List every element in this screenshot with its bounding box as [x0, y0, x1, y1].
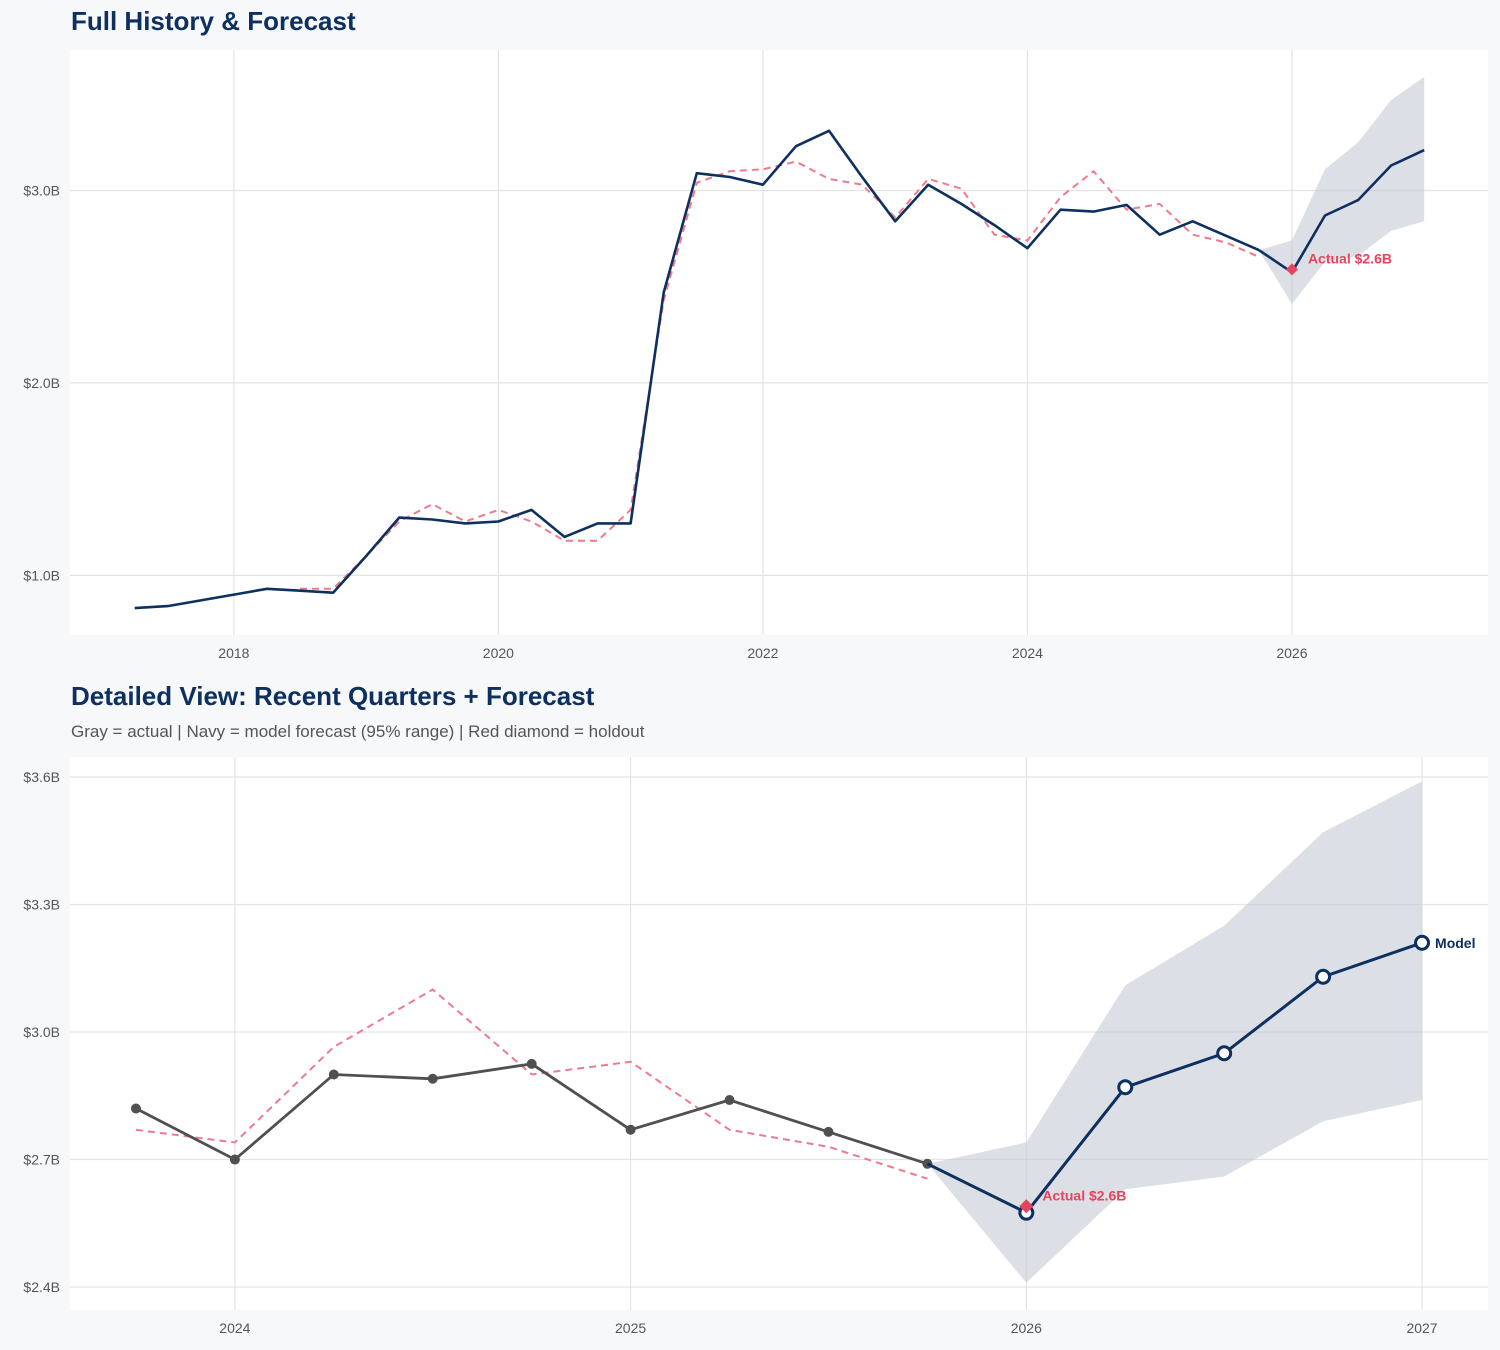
plot-area: [70, 50, 1488, 635]
y-tick-label: $3.3B: [23, 896, 60, 912]
forecast-95-band: [1258, 76, 1425, 305]
actual-point: [229, 1154, 240, 1165]
forecast-point: [1315, 968, 1332, 985]
actual-point: [922, 1158, 933, 1169]
actual-point: [328, 1069, 339, 1080]
forecast-line: [926, 941, 1423, 1215]
y-tick-label: $2.4B: [23, 1279, 60, 1295]
y-tick-label: $3.6B: [23, 769, 60, 785]
y-tick-label: $1.0B: [23, 567, 60, 583]
x-tick-label: 2024: [219, 1320, 250, 1336]
x-tick-label: 2022: [747, 645, 778, 661]
actual-point: [526, 1058, 537, 1069]
forecast-point: [1414, 934, 1431, 951]
y-tick-label: $2.0B: [23, 375, 60, 391]
x-tick-label: 2018: [218, 645, 249, 661]
panel-2-subtitle: Gray = actual | Navy = model forecast (9…: [71, 722, 645, 741]
actual-point: [625, 1124, 636, 1135]
panel-1-title: Full History & Forecast: [71, 6, 356, 36]
y-tick-label: $3.0B: [23, 182, 60, 198]
backtest-line: [135, 988, 928, 1180]
panel-2-title: Detailed View: Recent Quarters + Forecas…: [71, 681, 595, 711]
actual-point: [427, 1073, 438, 1084]
y-tick-label: $3.0B: [23, 1024, 60, 1040]
annotation-holdout: Actual $2.6B: [1042, 1187, 1126, 1203]
y-tick-label: $2.7B: [23, 1152, 60, 1168]
forecast-95-band: [927, 781, 1422, 1283]
x-tick-label: 2024: [1012, 645, 1043, 661]
panel-1: 2018 2020 2022 2024 2026 $1.0B $2.0B $3.0B Actua…: [23, 50, 1488, 661]
annotation-forecast-end: Model: [1435, 935, 1475, 951]
x-tick-label: 2026: [1276, 645, 1307, 661]
actual-point: [130, 1103, 141, 1114]
actual-point: [823, 1126, 834, 1137]
forecast-point: [1117, 1079, 1134, 1096]
annotation-holdout: Actual $2.6B: [1308, 250, 1392, 266]
forecast-point: [1216, 1045, 1233, 1062]
x-tick-label: 2025: [615, 1320, 646, 1336]
x-tick-label: 2020: [483, 645, 514, 661]
x-tick-label: 2026: [1011, 1320, 1042, 1336]
holdout-diamond: [1019, 1199, 1034, 1214]
panel-2: 2024 2025 2026 2027 $2.4B $2.7B $3.0B $3.3B $3.6…: [23, 757, 1488, 1336]
actual-point: [724, 1095, 735, 1106]
actual-line: [134, 129, 1260, 610]
forecast-line: [1258, 148, 1425, 274]
holdout-diamond: [1285, 263, 1298, 276]
x-tick-label: 2027: [1406, 1320, 1437, 1336]
